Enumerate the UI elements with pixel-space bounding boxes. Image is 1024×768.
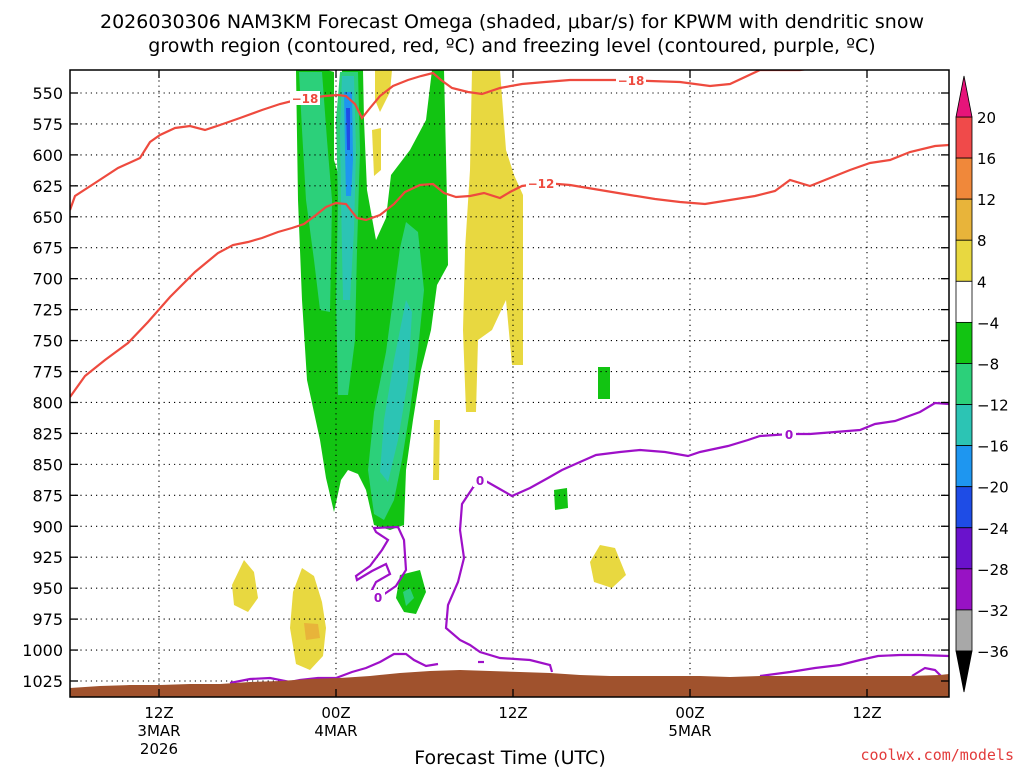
x-tick-label: 5MAR <box>668 722 711 740</box>
contours <box>70 70 949 685</box>
y-tick-label: 625 <box>32 177 63 196</box>
y-tick-label: 925 <box>32 548 63 567</box>
y-tick-label: 900 <box>32 517 63 536</box>
omega-yellow-region <box>463 70 523 412</box>
contour-label: −18 <box>618 74 645 88</box>
omega-yellow-region <box>433 420 440 480</box>
colorbar-label: 16 <box>977 150 996 168</box>
colorbar-label: −8 <box>977 355 999 373</box>
colorbar-label: −24 <box>977 520 1009 538</box>
y-tick-label: 850 <box>32 455 63 474</box>
y-tick-label: 725 <box>32 301 63 320</box>
contour-label: 0 <box>785 428 793 442</box>
x-axis-label: Forecast Time (UTC) <box>414 747 605 768</box>
colorbar-swatch <box>955 198 973 241</box>
contour-label: −18 <box>292 92 319 106</box>
freezing-contour-0-surface <box>911 666 943 678</box>
colorbar-label: −12 <box>977 397 1009 415</box>
omega-yellow-region <box>290 568 326 670</box>
contour-label: 0 <box>374 591 382 605</box>
colorbar-label: 8 <box>977 232 987 250</box>
x-tick-label: 3MAR <box>137 722 180 740</box>
omega-teal-region <box>403 588 414 606</box>
freezing-contour-0-loop <box>354 525 408 599</box>
freezing-contour-0-surface <box>759 653 949 678</box>
omega-shading <box>232 70 626 670</box>
x-tick-label: 4MAR <box>314 722 357 740</box>
colorbar-swatch <box>955 321 973 364</box>
omega-yellow-region <box>590 545 626 588</box>
omega-yellow-region <box>375 70 392 112</box>
colorbar-label: −32 <box>977 602 1009 620</box>
omega-orange-spot <box>304 623 320 640</box>
y-tick-label: 575 <box>32 115 63 134</box>
colorbar-label: 4 <box>977 273 987 291</box>
x-tick-label: 2026 <box>140 740 178 758</box>
x-tick-label: 00Z <box>321 704 350 722</box>
omega-yellow-region <box>232 560 258 612</box>
colorbar-label: 20 <box>977 109 996 127</box>
colorbar: 20 16 12 8 4 −4 −8 −12 −16 −20 −24 −28 −32 −36 <box>955 75 1009 693</box>
colorbar-swatch <box>955 486 973 529</box>
omega-green-region <box>296 70 448 530</box>
freezing-contour-0 <box>444 401 949 673</box>
contour-labels: −18 −18 −12 0 0 0 <box>290 73 796 605</box>
y-tick-label: 750 <box>32 332 63 351</box>
y-tick-label: 1025 <box>22 672 63 691</box>
contour-label: −12 <box>528 177 555 191</box>
colorbar-swatch <box>955 404 973 447</box>
colorbar-label: 12 <box>977 191 996 209</box>
grid-lines <box>70 70 949 697</box>
contour-label: 0 <box>476 474 484 488</box>
chart-title-line2: growth region (contoured, red, ºC) and f… <box>148 35 875 57</box>
y-axis: 550 575 600 625 650 675 700 725 750 775 800 825 850 8… <box>22 84 949 691</box>
x-tick-label: 00Z <box>675 704 704 722</box>
colorbar-label: −4 <box>977 314 999 332</box>
y-tick-label: 650 <box>32 208 63 227</box>
freezing-contour-0-surface <box>229 652 439 685</box>
omega-green-region <box>554 488 568 510</box>
plot-frame <box>69 69 950 698</box>
colorbar-under-triangle <box>955 650 973 693</box>
omega-lightteal-region <box>380 300 412 482</box>
colorbar-swatch <box>955 116 973 159</box>
y-tick-label: 1000 <box>22 641 63 660</box>
omega-teal-region <box>299 72 332 312</box>
omega-yellow-region <box>372 128 381 176</box>
colorbar-swatch <box>955 609 973 652</box>
colorbar-label: −20 <box>977 479 1009 497</box>
y-tick-label: 800 <box>32 393 63 412</box>
y-tick-label: 600 <box>32 146 63 165</box>
y-tick-label: 950 <box>32 579 63 598</box>
colorbar-swatch <box>955 445 973 488</box>
colorbar-label: −36 <box>977 643 1009 661</box>
y-tick-label: 700 <box>32 270 63 289</box>
colorbar-swatch <box>955 239 973 282</box>
credit-text: coolwx.com/models <box>860 746 1014 764</box>
y-tick-label: 825 <box>32 424 63 443</box>
omega-green-region <box>598 367 610 399</box>
x-tick-label: 12Z <box>144 704 173 722</box>
y-tick-label: 550 <box>32 84 63 103</box>
colorbar-label: −28 <box>977 561 1009 579</box>
colorbar-swatch <box>955 157 973 200</box>
terrain-ground <box>70 670 949 697</box>
x-tick-label: 12Z <box>498 704 527 722</box>
omega-darkblue-region <box>346 108 350 150</box>
y-tick-label: 775 <box>32 363 63 382</box>
colorbar-over-triangle <box>955 75 973 118</box>
y-tick-label: 875 <box>32 486 63 505</box>
y-tick-label: 975 <box>32 610 63 629</box>
x-tick-label: 12Z <box>852 704 881 722</box>
colorbar-swatch <box>955 280 973 323</box>
colorbar-swatch <box>955 363 973 405</box>
colorbar-swatch <box>955 527 973 570</box>
y-tick-label: 675 <box>32 239 63 258</box>
colorbar-swatch <box>955 568 973 611</box>
chart-title-line1: 2026030306 NAM3KM Forecast Omega (shaded… <box>100 11 924 33</box>
colorbar-label: −16 <box>977 438 1009 456</box>
dgz-contour-minus12 <box>70 143 949 398</box>
